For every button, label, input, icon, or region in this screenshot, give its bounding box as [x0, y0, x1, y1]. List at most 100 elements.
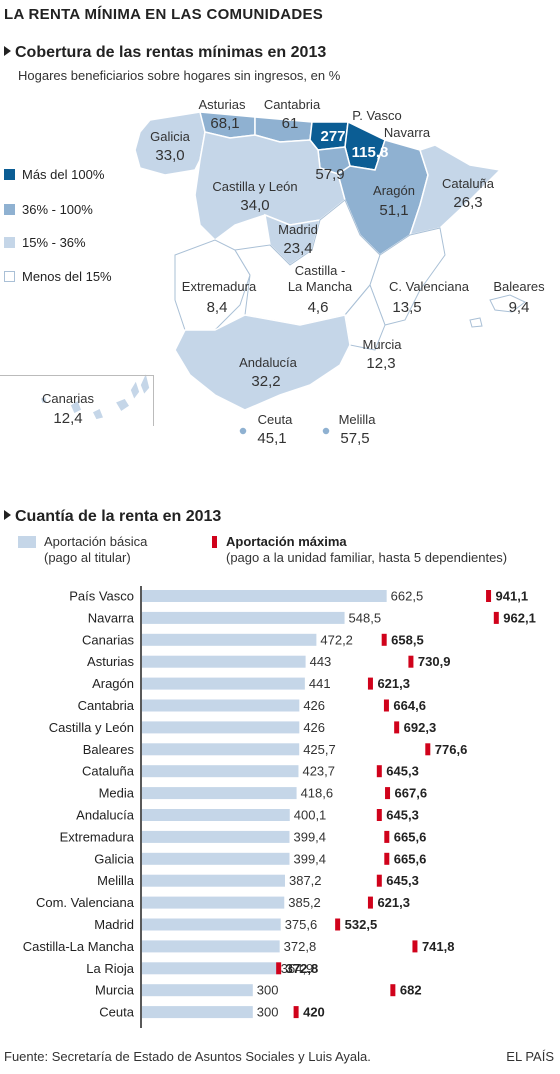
basic-value-label: 426 — [303, 698, 325, 713]
category-label: Media — [99, 786, 135, 801]
max-marker — [486, 590, 492, 602]
max-value-label: 682 — [400, 983, 422, 998]
legend-36-100: 36% - 100% — [4, 202, 93, 217]
basic-bar — [142, 940, 280, 953]
footer-brand: EL PAÍS — [506, 1049, 554, 1064]
basic-bar — [142, 677, 305, 690]
category-label: Extremadura — [60, 829, 135, 844]
category-label: La Rioja — [86, 961, 134, 976]
region-ceuta — [238, 426, 248, 436]
basic-bar — [142, 743, 300, 756]
max-value-label: 664,6 — [393, 698, 426, 713]
max-marker — [384, 852, 390, 865]
legend-more-100: Más del 100% — [4, 167, 104, 182]
map-subtitle: Hogares beneficiarios sobre hogares sin … — [18, 68, 341, 83]
basic-bar — [142, 633, 317, 646]
map-value-navarra: 115,8 — [352, 144, 389, 161]
map-value-cataluna: 26,3 — [453, 194, 482, 211]
basic-value-label: 399,4 — [293, 829, 326, 844]
basic-bar — [142, 918, 281, 931]
map-value-asturias: 68,1 — [210, 115, 239, 132]
basic-bar — [142, 590, 387, 602]
max-value-label: 741,8 — [422, 939, 455, 954]
basic-bar — [142, 809, 290, 821]
basic-value-label: 372,8 — [284, 939, 317, 954]
max-marker — [384, 830, 390, 843]
basic-bar — [142, 830, 290, 843]
legend-swatch — [4, 271, 15, 282]
legend-basic: Aportación básica (pago al titular) — [18, 534, 147, 566]
basic-bar — [142, 1006, 253, 1019]
category-label: Aragón — [92, 676, 134, 691]
map-value-castilla-leon: 34,0 — [240, 197, 269, 214]
max-marker — [335, 918, 341, 931]
category-label: Castilla y León — [49, 720, 134, 735]
max-value-label: 776,6 — [435, 742, 468, 757]
legend-max-line2: (pago a la unidad familiar, hasta 5 depe… — [226, 550, 508, 565]
basic-bar — [142, 874, 285, 887]
max-marker — [425, 743, 431, 756]
max-value-label: 658,5 — [391, 632, 424, 647]
basic-value-label: 425,7 — [303, 742, 336, 757]
map-value-galicia: 33,0 — [155, 147, 184, 164]
basic-bar — [142, 787, 297, 800]
max-marker — [293, 1006, 299, 1019]
max-value-label: 621,3 — [377, 895, 410, 910]
basic-value-label: 548,5 — [349, 610, 382, 625]
category-label: País Vasco — [69, 589, 134, 604]
max-value-label: 665,6 — [394, 829, 427, 844]
max-marker — [376, 874, 382, 887]
map-value-extremadura: 8,4 — [207, 299, 228, 316]
basic-value-label: 375,6 — [285, 917, 318, 932]
basic-bar — [142, 852, 290, 865]
map-value-castilla-la-mancha: 4,6 — [308, 299, 329, 316]
category-label: Baleares — [83, 742, 135, 757]
category-label: Ceuta — [99, 1005, 134, 1020]
basic-bar — [142, 655, 306, 668]
legend-max-swatch — [212, 536, 217, 548]
max-marker — [408, 655, 414, 668]
map-label-andalucia: Andalucía — [239, 355, 298, 370]
category-label: Canarias — [82, 632, 135, 647]
map-value-aragon: 51,1 — [379, 202, 408, 219]
max-value-label: 730,9 — [418, 654, 451, 669]
category-label: Cataluña — [82, 764, 135, 779]
legend-less-15: Menos del 15% — [4, 269, 112, 284]
max-marker — [367, 896, 373, 909]
legend-swatch — [4, 169, 15, 180]
map-label-galicia: Galicia — [150, 129, 191, 144]
legend-max-line1: Aportación máxima — [226, 534, 347, 549]
legend-label: 15% - 36% — [22, 235, 86, 250]
map-value-valencia: 13,5 — [392, 299, 421, 316]
max-value-label: 645,3 — [386, 764, 419, 779]
category-label: Asturias — [87, 654, 134, 669]
legend-swatch — [4, 237, 15, 248]
spain-map: Asturias 68,1 Cantabria 61 P. Vasco 277 … — [39, 97, 545, 447]
map-value-andalucia: 32,2 — [251, 373, 280, 390]
legend-basic-swatch — [18, 536, 36, 548]
map-value-cantabria: 61 — [282, 115, 299, 132]
max-marker — [412, 940, 418, 953]
max-value-label: 420 — [303, 1005, 325, 1020]
region-baleares — [469, 294, 526, 328]
legend-label: 36% - 100% — [22, 202, 93, 217]
max-value-label: 532,5 — [345, 917, 378, 932]
legend-label: Más del 100% — [22, 167, 105, 182]
map-label-ceuta: Ceuta — [258, 412, 293, 427]
region-melilla — [321, 426, 331, 436]
basic-value-label: 441 — [309, 676, 331, 691]
map-value-ceuta: 45,1 — [257, 430, 286, 447]
legend-max: Aportación máxima (pago a la unidad fami… — [212, 534, 507, 566]
max-marker — [385, 787, 391, 800]
legend-label: Menos del 15% — [22, 269, 112, 284]
max-marker — [276, 962, 282, 975]
legend-basic-line1: Aportación básica — [44, 534, 148, 549]
category-label: Murcia — [95, 983, 135, 998]
map-label-murcia: Murcia — [362, 337, 402, 352]
map-label-canarias: Canarias — [42, 391, 95, 406]
map-value-pais-vasco: 277 — [320, 128, 345, 145]
basic-value-label: 472,2 — [320, 632, 353, 647]
category-label: Madrid — [94, 917, 134, 932]
basic-bar — [142, 721, 300, 734]
section-bullet-icon — [4, 510, 11, 520]
